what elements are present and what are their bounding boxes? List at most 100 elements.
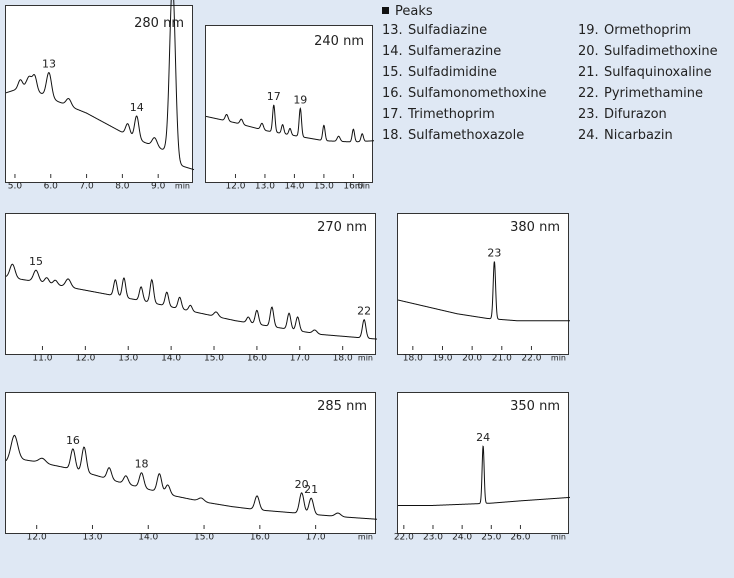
legend-item-number: 15. (382, 65, 403, 80)
panel-350nm: 350 nm 22.0 23.0 24.0 25.0 26.0 min 24 (394, 392, 571, 543)
panel-285nm: 285 nm 12.0 13.0 14.0 15.0 16.0 17.0 min 16 18 20… (5, 392, 378, 543)
x-tick-label: 15.0 (314, 182, 334, 192)
panel-240nm: 240 nm 12.0 13.0 14.0 15.0 16.0 min 17 19 (205, 25, 375, 192)
legend-item-number: 24. (578, 128, 599, 143)
legend-item-name: Pyrimethamine (604, 86, 703, 101)
legend-item: 18. Sulfamethoxazole (382, 128, 524, 143)
x-tick-label: 12.0 (225, 182, 245, 192)
legend-item: 15. Sulfadimidine (382, 65, 497, 80)
x-unit-label: min (551, 533, 566, 542)
legend-heading-text: Peaks (395, 4, 433, 19)
legend-item-name: Sulfadiazine (408, 23, 488, 38)
x-tick-label: 21.0 (492, 354, 512, 364)
x-tick-label: 17.0 (306, 533, 326, 543)
x-tick-label: 8.0 (115, 182, 130, 192)
chromatogram-trace (205, 104, 375, 143)
legend-item-name: Trimethoprim (408, 107, 495, 122)
x-tick-label: 16.0 (250, 533, 270, 543)
peak-label: 15 (29, 255, 43, 268)
legend-item-number: 23. (578, 107, 599, 122)
peak-label: 16 (66, 434, 80, 447)
x-tick-label: 11.0 (32, 354, 52, 364)
legend-item: 16. Sulfamonomethoxine (382, 86, 547, 101)
x-tick-label: 15.0 (194, 533, 214, 543)
legend-item: 19. Ormethoprim (578, 23, 691, 38)
x-tick-label: 16.0 (247, 354, 267, 364)
panel-280nm: 280 nm 5.0 6.0 7.0 8.0 9.0 min 13 14 (5, 0, 195, 192)
x-tick-label: 15.0 (204, 354, 224, 364)
x-tick-label: 9.0 (151, 182, 166, 192)
x-tick-label: 7.0 (79, 182, 94, 192)
legend-item: 23. Difurazon (578, 107, 667, 122)
chromatogram-270nm: 11.0 12.0 13.0 14.0 15.0 16.0 17.0 18.0 min 15 22 (5, 255, 378, 364)
x-tick-label: 18.0 (333, 354, 353, 364)
peak-label: 24 (476, 431, 490, 444)
x-tick-label: 13.0 (82, 533, 102, 543)
wavelength-label: 380 nm (510, 220, 560, 235)
x-tick-label: 26.0 (510, 533, 530, 543)
x-tick-label: 16.0 (343, 182, 363, 192)
legend-item-number: 20. (578, 44, 599, 59)
chromatogram-280nm: 5.0 6.0 7.0 8.0 9.0 min 13 14 (5, 0, 195, 192)
x-tick-label: 20.0 (462, 354, 482, 364)
legend-item: 22. Pyrimethamine (578, 86, 703, 101)
legend-item-name: Sulfamerazine (408, 44, 502, 59)
peak-label: 22 (357, 305, 371, 318)
x-tick-label: 13.0 (118, 354, 138, 364)
x-unit-label: min (358, 533, 373, 542)
chromatogram-trace (5, 263, 378, 340)
square-bullet-icon (382, 7, 389, 14)
legend-item-name: Sulfaquinoxaline (604, 65, 712, 80)
legend-heading: Peaks (382, 4, 433, 19)
peak-label: 19 (293, 93, 307, 106)
legend-item: 17. Trimethoprim (382, 107, 495, 122)
chromatogram-trace (397, 261, 570, 322)
legend-item-number: 18. (382, 128, 403, 143)
legend-item-name: Difurazon (604, 107, 667, 122)
legend-item-number: 22. (578, 86, 599, 101)
wavelength-label: 350 nm (510, 399, 560, 414)
legend-item-number: 17. (382, 107, 403, 122)
legend-item: 24. Nicarbazin (578, 128, 673, 143)
x-unit-label: min (175, 182, 190, 191)
x-tick-label: 14.0 (284, 182, 304, 192)
legend-item-number: 13. (382, 23, 403, 38)
x-unit-label: min (358, 354, 373, 363)
peak-label: 21 (304, 483, 318, 496)
legend-item-name: Sulfamonomethoxine (408, 86, 547, 101)
wavelength-label: 240 nm (314, 34, 364, 49)
legend-item-number: 19. (578, 23, 599, 38)
x-tick-label: 14.0 (161, 354, 181, 364)
x-tick-label: 25.0 (481, 533, 501, 543)
x-tick-label: 17.0 (290, 354, 310, 364)
peak-legend: Peaks 13. Sulfadiazine 14. Sulfamerazine 1… (382, 4, 732, 204)
legend-item-number: 14. (382, 44, 403, 59)
legend-item: 21. Sulfaquinoxaline (578, 65, 712, 80)
x-tick-label: 12.0 (27, 533, 47, 543)
x-tick-label: 5.0 (8, 182, 23, 192)
wavelength-label: 270 nm (317, 220, 367, 235)
legend-item-name: Nicarbazin (604, 128, 673, 143)
legend-item-name: Sulfadimidine (408, 65, 497, 80)
x-tick-label: 18.0 (403, 354, 423, 364)
panel-380nm: 380 nm 18.0 19.0 20.0 21.0 22.0 min 23 (397, 213, 570, 364)
x-tick-label: 14.0 (138, 533, 158, 543)
legend-item: 14. Sulfamerazine (382, 44, 501, 59)
peak-label: 17 (267, 90, 281, 103)
legend-item: 13. Sulfadiazine (382, 23, 487, 38)
x-tick-label: 13.0 (255, 182, 275, 192)
chromatogram-trace (5, 0, 195, 171)
chromatogram-trace (398, 445, 571, 506)
legend-item: 20. Sulfadimethoxine (578, 44, 718, 59)
x-tick-label: 19.0 (432, 354, 452, 364)
legend-item-number: 21. (578, 65, 599, 80)
x-unit-label: min (355, 182, 370, 191)
x-tick-label: 6.0 (44, 182, 59, 192)
x-tick-label: 22.0 (521, 354, 541, 364)
x-tick-label: 23.0 (423, 533, 443, 543)
x-unit-label: min (551, 354, 566, 363)
legend-item-name: Ormethoprim (604, 23, 692, 38)
legend-item-name: Sulfadimethoxine (604, 44, 718, 59)
